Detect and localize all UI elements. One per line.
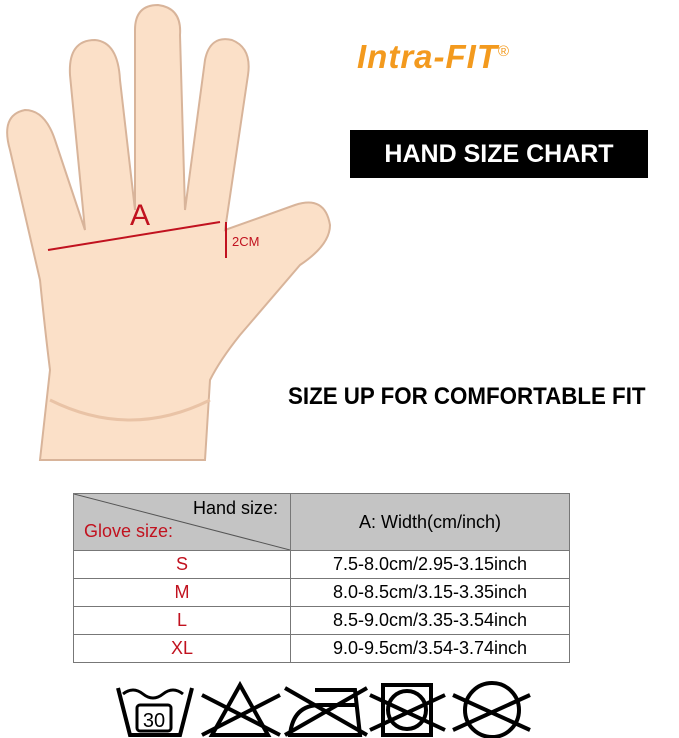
tagline: SIZE UP FOR COMFORTABLE FIT <box>288 383 646 410</box>
no-dry-clean-icon <box>452 681 531 738</box>
no-bleach-icon <box>201 680 281 737</box>
table-row: S 7.5-8.0cm/2.95-3.15inch <box>73 550 570 579</box>
width-header: A: Width(cm/inch) <box>290 493 570 551</box>
page-title: HAND SIZE CHART <box>350 130 648 178</box>
no-tumble-dry-icon <box>369 683 446 737</box>
size-table: Hand size: Glove size: A: Width(cm/inch)… <box>73 493 570 663</box>
table-row: L 8.5-9.0cm/3.35-3.54inch <box>73 606 570 635</box>
table-header: Hand size: Glove size: A: Width(cm/inch) <box>73 493 570 551</box>
table-row: M 8.0-8.5cm/3.15-3.35inch <box>73 578 570 607</box>
measure-label: A <box>130 199 150 232</box>
svg-text:30: 30 <box>143 710 165 732</box>
offset-label: 2CM <box>232 234 259 249</box>
brand-logo: Intra-FIT® <box>357 38 511 75</box>
wash-30-icon: 30 <box>116 687 194 737</box>
no-iron-icon <box>284 686 368 737</box>
hand-illustration: A 2CM <box>6 3 332 461</box>
table-row: XL 9.0-9.5cm/3.54-3.74inch <box>73 634 570 663</box>
corner-header: Hand size: Glove size: <box>73 493 291 551</box>
